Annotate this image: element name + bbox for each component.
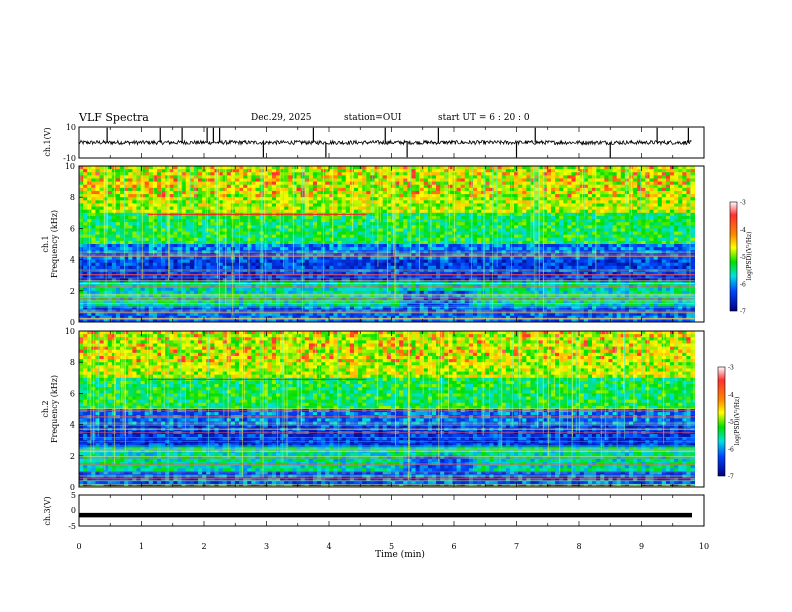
x-tick-label-7: 7 — [514, 542, 519, 551]
ch1-spectrogram-image — [79, 165, 696, 323]
x-tick-label-1: 1 — [139, 542, 144, 551]
ch1-colorbar: -3 -4 -5 -6 -7 log(PSD)(V²/Hz) — [729, 200, 753, 316]
spec1-ytick-6: 6 — [70, 224, 75, 233]
spec1-ytick-8: 8 — [70, 193, 75, 202]
ch1-spectrogram-ylabel-top: ch.1 — [41, 235, 50, 252]
ch2-spectrogram-panel: 0 2 4 6 8 10 ch.2 Frequency (kHz) — [41, 327, 705, 492]
ch3-ytick-bottom: -5 — [68, 522, 76, 531]
ch3-ytick-middle: 0 — [71, 506, 76, 515]
colorbar-tick--5: -5 — [740, 254, 746, 261]
ch3-ylabel: ch.3(V) — [43, 496, 52, 525]
ch2-colorbar: -3 -4 -5 -6 -7 log(PSD)(V²/Hz) — [717, 365, 741, 481]
ch1-spectrogram-ylabel: Frequency (kHz) — [50, 210, 59, 278]
station-label: station=OUI — [344, 113, 402, 123]
spec2-ytick-0: 0 — [70, 483, 75, 492]
spec2-ytick-4: 4 — [70, 421, 75, 430]
spec1-ytick-4: 4 — [70, 256, 75, 265]
x-tick-label-4: 4 — [326, 542, 331, 551]
x-tick-label-6: 6 — [451, 542, 456, 551]
ch2-spectrogram-ylabel: Frequency (kHz) — [50, 375, 59, 443]
ch1-ylabel: ch.1(V) — [43, 127, 52, 156]
x-tick-label-9: 9 — [639, 542, 644, 551]
figure-title: VLF Spectra — [79, 111, 149, 124]
ch1-waveform-line — [78, 139, 692, 146]
x-axis-tick-labels: 0 1 2 3 4 5 6 7 8 9 10 — [76, 542, 709, 551]
ch1-ytick-bottom: -10 — [63, 154, 76, 163]
ch2-spectrogram-image — [79, 330, 696, 488]
x-tick-label-0: 0 — [76, 542, 81, 551]
colorbar-tick--7: -7 — [740, 309, 746, 316]
spec1-ytick-2: 2 — [70, 287, 75, 296]
colorbar-tick--4: -4 — [740, 227, 746, 234]
x-axis-label: Time (min) — [375, 549, 425, 560]
ch1-colorbar-label: log(PSD)(V²/Hz) — [746, 232, 753, 281]
start-time-label: start UT = 6 : 20 : 0 — [438, 113, 530, 123]
x-tick-label-3: 3 — [264, 542, 269, 551]
ch3-ytick-top: 5 — [71, 491, 76, 500]
colorbar-tick--3: -3 — [740, 200, 746, 207]
ch1-spectrogram-panel: 0 2 4 6 8 10 ch.1 Frequency (kHz) — [41, 162, 705, 327]
x-tick-label-2: 2 — [201, 542, 206, 551]
ch1-ytick-top: 10 — [66, 123, 76, 132]
ch1-waveform-panel: 10 -10 ch.1(V) — [43, 123, 705, 163]
ch2-spectrogram-ylabel-top: ch.2 — [41, 400, 50, 417]
x-tick-label-10: 10 — [699, 542, 709, 551]
spec1-ytick-10: 10 — [65, 162, 75, 171]
colorbar-tick--6: -6 — [740, 281, 746, 288]
spec2-ytick-8: 8 — [70, 358, 75, 367]
colorbar-tick--4: -4 — [728, 392, 734, 399]
colorbar-tick--3: -3 — [728, 365, 734, 372]
date-label: Dec.29, 2025 — [251, 113, 312, 123]
ch2-colorbar-label: log(PSD)(V²/Hz) — [734, 397, 741, 446]
colorbar-tick--6: -6 — [728, 446, 734, 453]
spec2-ytick-10: 10 — [65, 327, 75, 336]
x-tick-label-8: 8 — [576, 542, 581, 551]
x-tick-label-5: 5 — [389, 542, 394, 551]
ch3-waveform-panel: 5 0 -5 ch.3(V) — [43, 491, 705, 531]
spec2-ytick-2: 2 — [70, 452, 75, 461]
ch1-waveform-trace — [78, 127, 692, 158]
spec2-ytick-6: 6 — [70, 389, 75, 398]
spec1-ytick-0: 0 — [70, 318, 75, 327]
colorbar-tick--5: -5 — [728, 419, 734, 426]
colorbar-tick--7: -7 — [728, 474, 734, 481]
